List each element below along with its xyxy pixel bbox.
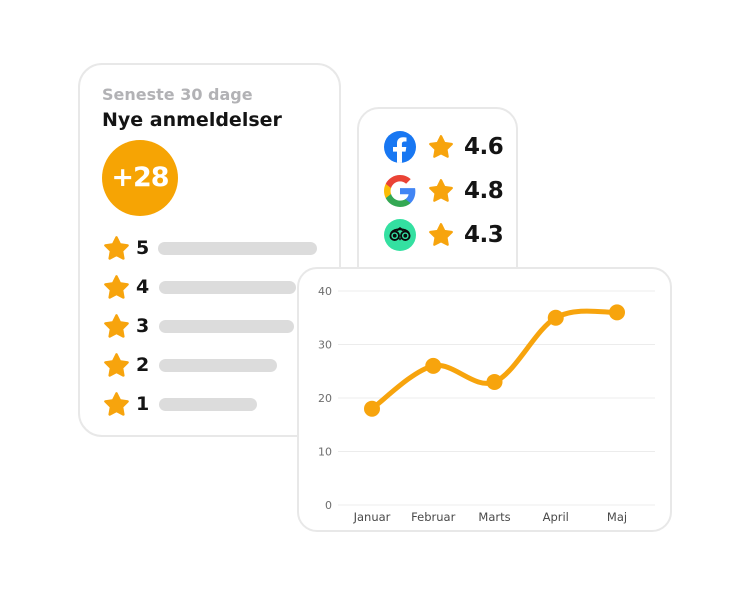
facebook-rating-value: 4.6 [464,134,504,160]
star-row-3: 3 [102,307,317,346]
star-icon [427,221,455,249]
star-count-label: 5 [136,237,150,260]
rating-row-google: 4.8 [384,175,516,207]
google-icon [384,175,416,207]
reviews-line-chart: 0 10 20 30 40 Januar Februar Marts April Maj [318,285,655,524]
star-row-5: 5 [102,229,317,268]
svg-text:30: 30 [318,339,332,352]
tripadvisor-rating-value: 4.3 [464,222,504,248]
rating-row-facebook: 4.6 [384,131,516,163]
svg-text:20: 20 [318,392,332,405]
star-count-label: 1 [136,393,150,416]
reviews-summary-card: Seneste 30 dage Nye anmeldelser +28 5 4 … [78,63,341,437]
star-count-label: 2 [136,354,150,377]
svg-text:Marts: Marts [478,510,510,524]
rating-row-tripadvisor: 4.3 [384,219,516,251]
star-icon [102,273,131,302]
svg-text:40: 40 [318,285,332,298]
svg-text:10: 10 [318,446,332,459]
svg-text:April: April [543,510,569,524]
distribution-bar [159,280,296,294]
star-count-label: 3 [136,315,150,338]
facebook-icon [384,131,416,163]
star-icon [102,312,131,341]
tripadvisor-icon [384,219,416,251]
svg-text:Maj: Maj [607,510,627,524]
star-row-4: 4 [102,268,317,307]
reviews-trend-chart-card: 0 10 20 30 40 Januar Februar Marts April Maj [297,267,672,532]
reviews-card-title: Nye anmeldelser [102,109,282,132]
star-icon [102,351,131,380]
distribution-bar [159,319,294,333]
svg-text:0: 0 [325,499,332,512]
star-row-1: 1 [102,385,317,424]
reviews-card-subtitle: Seneste 30 dage [102,85,253,104]
google-rating-value: 4.8 [464,178,504,204]
star-icon [102,390,131,419]
star-row-2: 2 [102,346,317,385]
star-icon [427,177,455,205]
distribution-bar [159,397,257,411]
star-icon [427,133,455,161]
new-reviews-count: +28 [111,162,169,194]
new-reviews-badge: +28 [102,139,178,216]
svg-text:Januar: Januar [353,510,391,524]
star-distribution-list: 5 4 3 2 1 [102,229,317,424]
star-count-label: 4 [136,276,150,299]
distribution-bar [158,241,317,255]
svg-text:Februar: Februar [411,510,455,524]
distribution-bar [159,358,277,372]
star-icon [102,234,131,263]
